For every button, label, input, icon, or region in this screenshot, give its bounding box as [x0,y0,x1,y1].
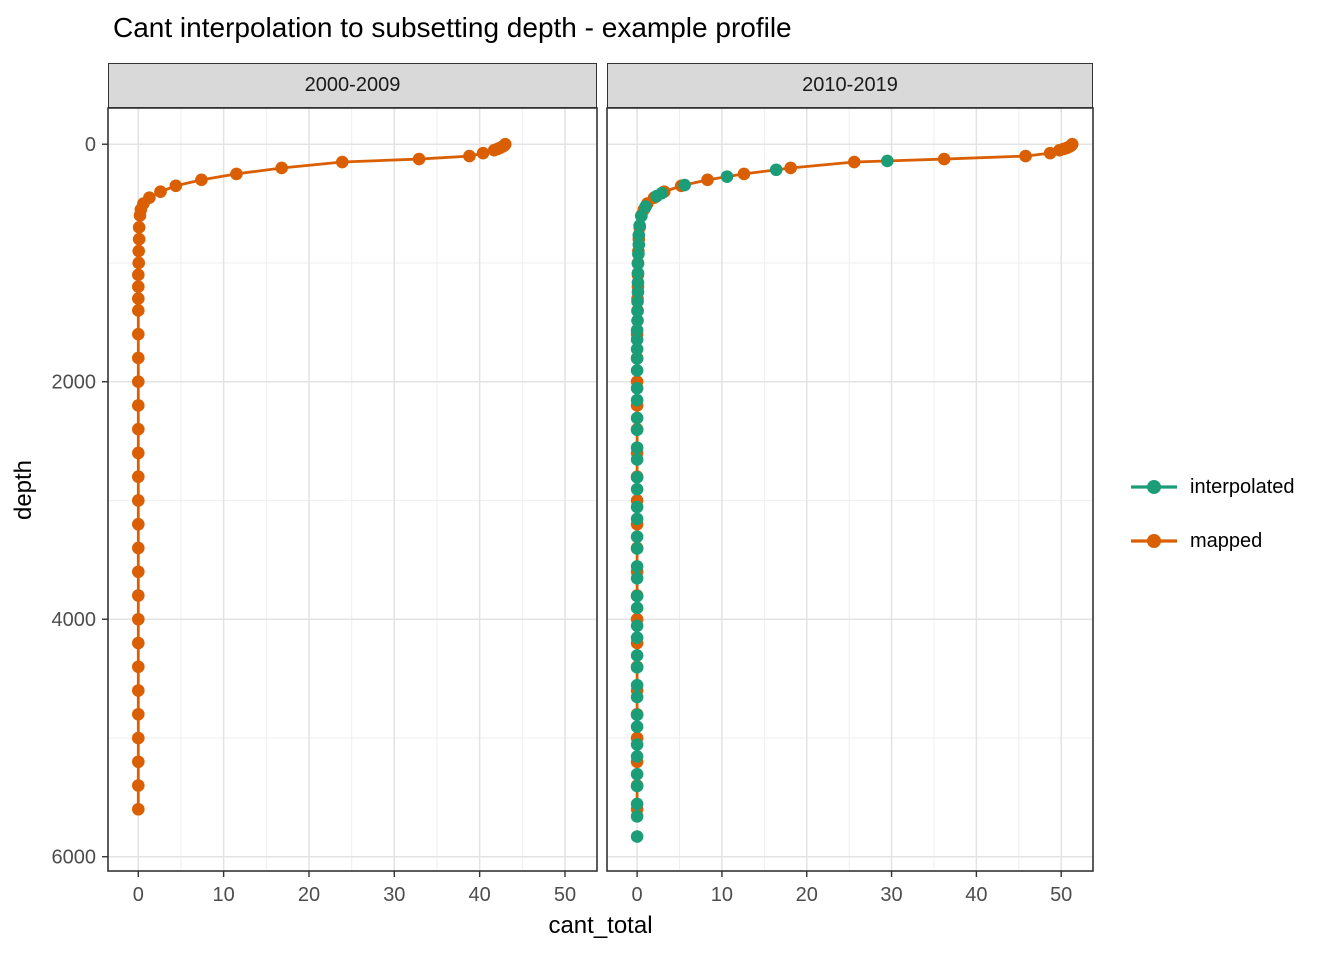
x-tick-label: 0 [133,884,144,906]
x-axis-title: cant_total [548,912,653,939]
x-tick-label: 30 [880,884,902,906]
x-tick-label: 30 [383,884,405,906]
x-tick-label: 50 [1050,884,1072,906]
x-tick-label: 10 [213,884,235,906]
facet-panel-2010-2019: 0 10 20 30 40 50 [606,107,1094,906]
x-tick-label: 40 [965,884,987,906]
interpolated-line-dot-icon [1131,480,1177,494]
legend-item-mapped: mapped [1130,514,1295,568]
facet-strip-label: 2000-2009 [304,74,401,96]
x-tick-label: 50 [554,884,576,906]
facet-strip-2000-2009: 2000-2009 [108,63,597,108]
x-tick-label: 0 [632,884,643,906]
y-tick-label: 4000 [52,609,97,631]
x-tick-label: 20 [796,884,818,906]
mapped-line-dot-icon [1131,534,1177,548]
legend-label: mapped [1190,529,1263,552]
series-points-interpolated [630,154,894,843]
x-tick-label: 20 [298,884,320,906]
y-tick-label: 6000 [52,847,97,869]
legend-label: interpolated [1190,475,1295,498]
x-tick-label: 10 [711,884,733,906]
series-points-mapped [131,137,512,816]
y-tick-label: 0 [85,134,96,156]
legend: interpolated mapped [1130,460,1295,568]
chart-title: Cant interpolation to subsetting depth -… [113,12,792,43]
facet-panel-2000-2009: 0 10 20 30 40 50 [107,107,598,906]
x-tick-label: 40 [469,884,491,906]
y-axis-title: depth [10,459,37,521]
y-tick-label: 2000 [52,372,97,394]
legend-item-interpolated: interpolated [1130,460,1295,514]
facet-strip-label: 2010-2019 [802,74,898,96]
